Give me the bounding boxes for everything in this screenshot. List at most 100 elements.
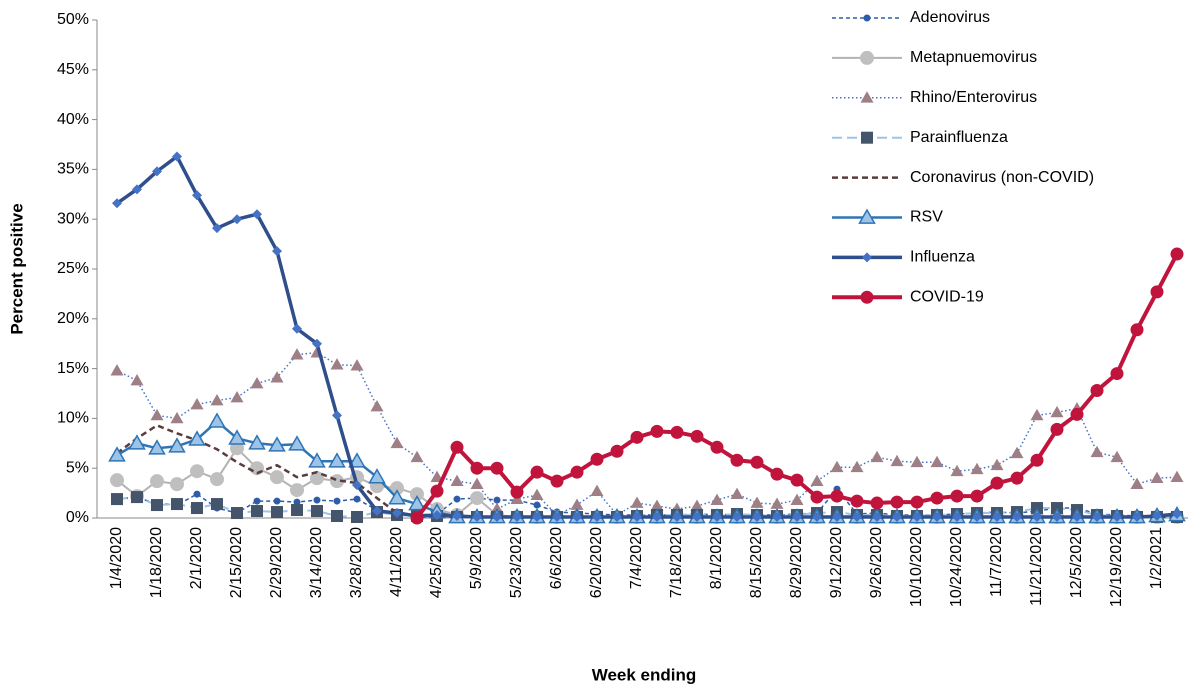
marker	[332, 410, 342, 421]
x-tick-label: 2/15/2020	[228, 527, 245, 598]
y-tick-label: 10%	[57, 410, 89, 427]
marker	[1050, 422, 1064, 436]
legend-label: RSV	[910, 209, 943, 226]
marker	[570, 465, 584, 479]
marker	[750, 455, 764, 469]
marker	[1072, 512, 1082, 523]
marker	[952, 512, 962, 523]
marker	[1030, 453, 1044, 467]
marker	[592, 512, 602, 523]
marker	[632, 512, 642, 523]
marker	[331, 510, 343, 523]
marker	[812, 512, 822, 523]
marker	[1030, 408, 1044, 421]
marker	[860, 91, 874, 103]
marker	[860, 50, 874, 65]
marker	[1012, 512, 1022, 523]
y-tick-label: 15%	[57, 360, 89, 377]
marker	[292, 323, 302, 334]
marker	[850, 460, 864, 473]
y-tick-label: 45%	[57, 61, 89, 78]
marker	[408, 495, 426, 511]
marker	[470, 477, 484, 490]
marker	[228, 429, 246, 445]
x-tick-label: 6/20/2020	[588, 527, 605, 598]
marker	[990, 476, 1004, 490]
x-axis-title: Week ending	[592, 665, 697, 684]
marker	[912, 512, 922, 523]
marker	[590, 484, 604, 496]
marker	[730, 487, 744, 499]
marker	[870, 496, 884, 510]
marker	[188, 430, 206, 446]
marker	[852, 512, 862, 523]
marker	[192, 190, 202, 201]
marker	[610, 444, 624, 458]
marker	[1170, 247, 1184, 261]
marker	[172, 151, 182, 162]
marker	[410, 511, 424, 525]
marker	[330, 358, 344, 370]
x-tick-label: 12/19/2020	[1108, 527, 1125, 607]
marker	[410, 450, 424, 463]
marker	[308, 452, 326, 468]
marker	[1112, 512, 1122, 523]
marker	[970, 489, 984, 503]
marker	[892, 512, 902, 523]
marker	[170, 411, 184, 424]
x-tick-label: 9/12/2020	[828, 527, 845, 598]
marker	[450, 474, 464, 487]
marker	[272, 246, 282, 257]
marker	[732, 512, 742, 523]
marker	[311, 505, 323, 518]
marker	[251, 505, 263, 518]
marker	[291, 504, 303, 517]
marker	[1050, 405, 1064, 418]
marker	[1092, 512, 1102, 523]
marker	[190, 397, 204, 410]
marker	[108, 446, 126, 462]
x-tick-label: 8/1/2020	[708, 527, 725, 589]
marker	[392, 508, 402, 519]
marker	[231, 507, 243, 520]
marker	[910, 495, 924, 509]
marker	[530, 488, 544, 500]
marker	[512, 512, 522, 523]
marker	[370, 399, 384, 412]
marker	[863, 14, 871, 22]
marker	[290, 348, 304, 360]
marker	[532, 512, 542, 523]
legend-label: COVID-19	[910, 289, 984, 306]
marker	[862, 252, 872, 263]
marker	[150, 474, 164, 489]
x-tick-label: 11/21/2020	[1028, 527, 1045, 606]
marker	[932, 512, 942, 523]
x-tick-label: 7/4/2020	[628, 527, 645, 589]
marker	[692, 512, 702, 523]
y-tick-label: 50%	[57, 11, 89, 28]
marker	[430, 484, 444, 498]
y-tick-label: 0%	[66, 509, 89, 526]
marker	[790, 473, 804, 487]
marker	[730, 453, 744, 467]
marker	[690, 499, 704, 511]
marker	[250, 377, 264, 389]
marker	[1170, 470, 1184, 483]
marker	[670, 425, 684, 439]
marker	[351, 511, 363, 524]
x-tick-label: 10/24/2020	[948, 527, 965, 607]
x-tick-label: 4/11/2020	[388, 527, 405, 597]
marker	[1130, 323, 1144, 337]
marker	[890, 495, 904, 509]
marker	[630, 496, 644, 508]
marker	[650, 424, 664, 438]
legend-label: Parainfluenza	[910, 129, 1008, 146]
marker	[270, 371, 284, 383]
marker	[271, 506, 283, 519]
marker	[230, 390, 244, 403]
marker	[970, 462, 984, 475]
marker	[252, 209, 262, 220]
marker	[328, 452, 346, 468]
marker	[372, 506, 382, 517]
marker	[493, 496, 501, 504]
